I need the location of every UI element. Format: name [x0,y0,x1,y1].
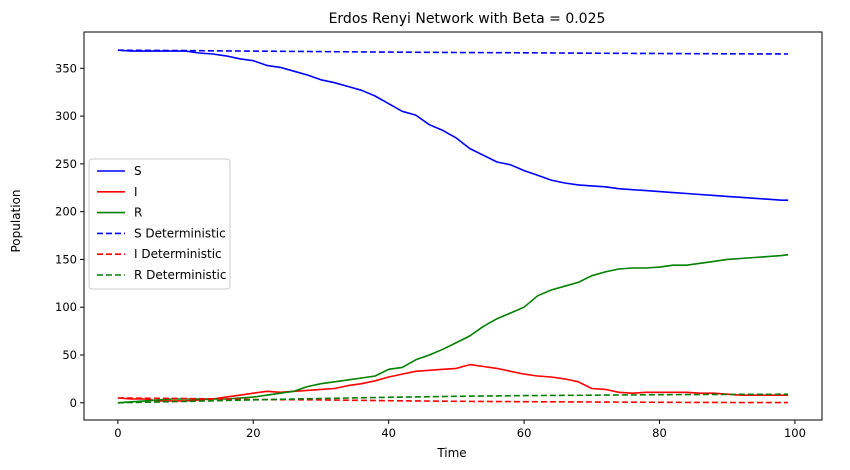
plot-area [117,49,789,404]
y-tick-label: 200 [55,205,77,219]
x-axis: 0 20 40 60 80 100 [114,420,806,440]
y-axis-label: Population [9,189,23,252]
x-tick-label: 20 [246,426,261,440]
legend-entry: I [134,185,138,199]
series-line-s [117,49,789,201]
series-line-s-deterministic [117,49,789,55]
x-tick-label: 0 [114,426,121,440]
series-line-r-deterministic [117,393,789,404]
legend-entry: R Deterministic [134,268,226,282]
y-axis: 0 50 100 150 200 250 300 350 [55,61,84,410]
y-tick-label: 150 [55,252,77,266]
legend-entry: R [134,206,142,220]
y-tick-label: 350 [55,61,77,75]
legend-entry: I Deterministic [134,247,222,261]
x-tick-label: 60 [517,426,532,440]
y-tick-label: 100 [55,300,77,314]
series-line-i-deterministic [117,397,789,404]
y-tick-label: 300 [55,109,77,123]
legend-entry: S [134,164,142,178]
chart-title: Erdos Renyi Network with Beta = 0.025 [329,11,606,27]
x-axis-label: Time [436,446,466,460]
legend: SIR S Deterministic I Deterministic R Deter… [88,158,231,290]
x-tick-label: 80 [652,426,667,440]
y-tick-label: 0 [70,396,77,410]
y-tick-label: 50 [62,348,77,362]
x-tick-label: 100 [784,426,806,440]
x-tick-label: 40 [381,426,396,440]
series-line-i [117,363,789,402]
legend-entry: S Deterministic [134,226,226,240]
y-tick-label: 250 [55,157,77,171]
plot-frame [83,31,823,421]
